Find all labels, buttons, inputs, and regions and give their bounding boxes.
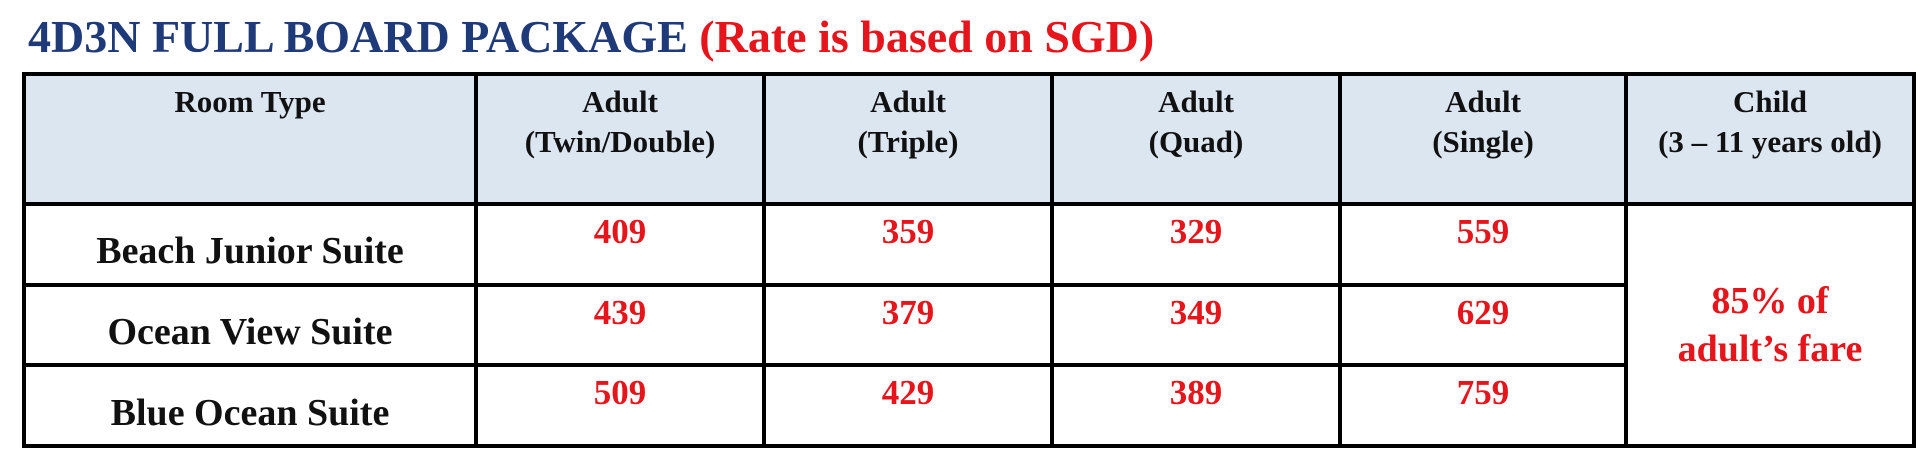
rate-cell: 759 [1338,363,1628,448]
room-type: Blue Ocean Suite [22,363,478,448]
header-line: Adult [1445,84,1521,119]
rate-cell: 509 [474,363,766,448]
header-line: (Single) [1432,124,1534,159]
header-line: Adult [582,84,658,119]
table-row: Ocean View Suite 439 379 349 629 [22,282,1914,368]
table-body: Beach Junior Suite 409 359 329 559 85% of adul… [22,202,1916,448]
rate-cell: 439 [474,282,766,368]
title-note: (Rate is based on SGD) [699,11,1155,62]
header-line: Child [1732,84,1808,119]
rate-cell: 379 [762,282,1054,368]
header-row: Room Type Adult (Twin/Double) Adult (Triple)… [22,72,1916,206]
header-line: (Twin/Double) [524,124,716,159]
header-line: Room Type [174,84,326,119]
rate-cell: 409 [474,202,766,287]
rate-cell: 389 [1050,363,1342,448]
child-rate-line: adult’s fare [1677,328,1863,370]
rate-table: Room Type Adult (Twin/Double) Adult (Triple)… [22,72,1916,448]
column-header: Adult (Single) [1338,72,1628,206]
child-rate-line: 85% of [1711,280,1829,322]
room-type: Ocean View Suite [22,282,478,368]
rate-cell: 429 [762,363,1054,448]
column-header: Adult (Triple) [762,72,1054,206]
table-row: Beach Junior Suite 409 359 329 559 85% of adul… [22,202,1916,448]
rate-cell: 349 [1050,282,1342,368]
rate-cell: 329 [1050,202,1342,287]
room-type: Beach Junior Suite [22,202,478,287]
header-line: (3 – 11 years old) [1658,124,1882,159]
column-header: Adult (Quad) [1050,72,1342,206]
column-header: Adult (Twin/Double) [474,72,766,206]
column-header: Room Type [22,72,478,206]
header-line: Adult [870,84,946,119]
title: 4D3N FULL BOARD PACKAGE (Rate is based o… [28,10,1154,64]
rate-cell: 359 [762,202,1054,287]
header-line: (Quad) [1148,124,1244,159]
rate-cell: 629 [1338,282,1628,368]
title-text: 4D3N FULL BOARD PACKAGE [28,11,688,62]
column-header: Child (3 – 11 years old) [1624,72,1916,206]
table-row: Blue Ocean Suite 509 429 389 759 [22,363,1914,448]
header-line: (Triple) [857,124,959,159]
rate-cell: 559 [1338,202,1628,287]
header-line: Adult [1158,84,1234,119]
child-rate: 85% of adult’s fare [1624,202,1916,448]
